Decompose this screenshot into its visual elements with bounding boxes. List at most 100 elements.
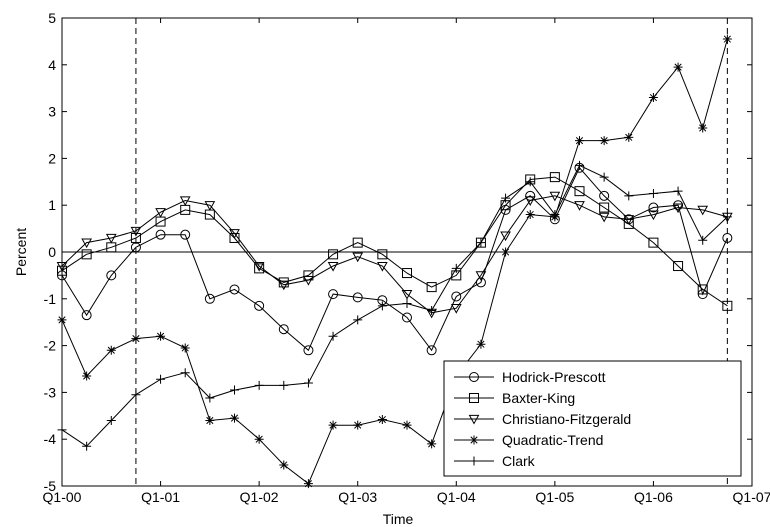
data-point-hodrick-prescott: [81, 310, 92, 321]
marker-shape: [550, 210, 560, 220]
marker-shape: [204, 201, 216, 211]
x-tick-label: Q1-06: [634, 489, 673, 505]
marker-shape: [469, 393, 479, 403]
data-point-baxter-king: [599, 202, 610, 213]
y-tick-label: 0: [48, 244, 56, 260]
marker-shape: [254, 434, 264, 444]
data-point-baxter-king: [574, 186, 585, 197]
data-point-christiano-fitzgerald: [179, 196, 191, 207]
data-point-hodrick-prescott: [599, 190, 610, 201]
marker-shape: [469, 456, 479, 466]
x-tick-label: Q1-04: [437, 489, 476, 505]
data-point-quadratic-trend: [476, 339, 486, 349]
y-tick-label: -1: [44, 291, 57, 307]
marker-shape: [156, 374, 166, 384]
marker-shape: [156, 331, 166, 341]
legend: Hodrick-Prescott Baxter-King Christiano-Fi…: [443, 360, 742, 477]
marker-shape: [722, 300, 733, 311]
data-point-quadratic-trend: [303, 479, 313, 489]
data-point-clark: [254, 380, 264, 390]
marker-shape: [648, 210, 659, 221]
data-point-hodrick-prescott: [106, 270, 117, 281]
data-point-hodrick-prescott: [204, 293, 215, 304]
data-point-christiano-fitzgerald: [475, 271, 487, 281]
data-point-clark: [599, 172, 609, 182]
marker-shape: [402, 268, 412, 279]
y-tick-label: -2: [44, 338, 57, 354]
data-point-clark: [698, 235, 708, 245]
marker-shape: [205, 415, 215, 425]
data-point-hodrick-prescott: [303, 345, 314, 356]
legend-item-baxter-king: Baxter-King: [454, 390, 575, 406]
marker-shape: [624, 132, 634, 142]
data-point-christiano-fitzgerald: [450, 304, 462, 314]
marker-shape: [279, 460, 289, 470]
data-point-clark: [180, 368, 190, 378]
marker-shape: [180, 229, 191, 240]
marker-shape: [353, 420, 363, 430]
data-point-christiano-fitzgerald: [303, 275, 314, 286]
legend-marker: [469, 372, 479, 382]
marker-shape: [575, 136, 584, 146]
data-point-clark: [673, 186, 683, 196]
data-point-quadratic-trend: [525, 210, 535, 220]
marker-shape: [599, 172, 609, 182]
data-point-baxter-king: [402, 268, 412, 279]
data-point-clark: [303, 378, 313, 388]
marker-shape: [574, 186, 585, 197]
data-point-christiano-fitzgerald: [204, 201, 216, 211]
marker-shape: [673, 261, 684, 272]
data-point-clark: [279, 380, 289, 390]
marker-shape: [377, 261, 388, 272]
marker-shape: [106, 345, 116, 355]
marker-shape: [697, 284, 708, 295]
marker-shape: [204, 293, 215, 304]
data-point-christiano-fitzgerald: [130, 226, 142, 237]
marker-shape: [624, 191, 634, 201]
series-line-hodrick-prescott: [61, 166, 728, 352]
data-point-christiano-fitzgerald: [278, 280, 290, 291]
marker-shape: [81, 238, 92, 249]
series-line-quadratic-trend: [61, 38, 728, 485]
marker-shape: [648, 93, 658, 103]
data-point-clark: [427, 306, 437, 315]
data-point-clark: [131, 390, 141, 400]
data-point-quadratic-trend: [106, 345, 116, 355]
marker-shape: [278, 324, 289, 335]
x-tick-label: Q1-03: [338, 489, 377, 505]
marker-shape: [549, 172, 560, 183]
marker-shape: [230, 413, 239, 423]
data-point-christiano-fitzgerald: [524, 196, 536, 207]
data-point-hodrick-prescott: [254, 300, 265, 311]
data-point-clark: [230, 385, 239, 395]
data-point-clark: [575, 160, 584, 170]
marker-shape: [475, 277, 486, 288]
data-point-quadratic-trend: [279, 460, 289, 470]
marker-shape: [353, 315, 363, 325]
legend-label: Quadratic-Trend: [502, 432, 603, 448]
data-point-quadratic-trend: [57, 315, 67, 325]
marker-shape: [427, 306, 437, 315]
data-point-quadratic-trend: [82, 371, 92, 381]
y-tick-label: -3: [44, 384, 57, 400]
marker-shape: [623, 215, 635, 225]
data-point-baxter-king: [722, 300, 733, 311]
marker-shape: [229, 284, 240, 295]
marker-shape: [57, 315, 67, 325]
y-tick-label: -5: [44, 478, 57, 494]
marker-shape: [501, 247, 511, 257]
data-point-hodrick-prescott: [451, 291, 462, 302]
data-point-baxter-king: [81, 249, 92, 260]
data-point-quadratic-trend: [698, 123, 708, 133]
marker-shape: [501, 193, 511, 203]
marker-shape: [574, 201, 585, 211]
data-point-baxter-king: [130, 232, 141, 243]
data-point-hodrick-prescott: [648, 202, 659, 213]
data-point-baxter-king: [352, 237, 363, 248]
marker-shape: [254, 263, 265, 274]
marker-shape: [57, 425, 67, 435]
marker-shape: [106, 270, 117, 281]
y-tick-label: 1: [48, 197, 56, 213]
data-point-quadratic-trend: [156, 331, 166, 341]
data-point-christiano-fitzgerald: [500, 231, 511, 242]
